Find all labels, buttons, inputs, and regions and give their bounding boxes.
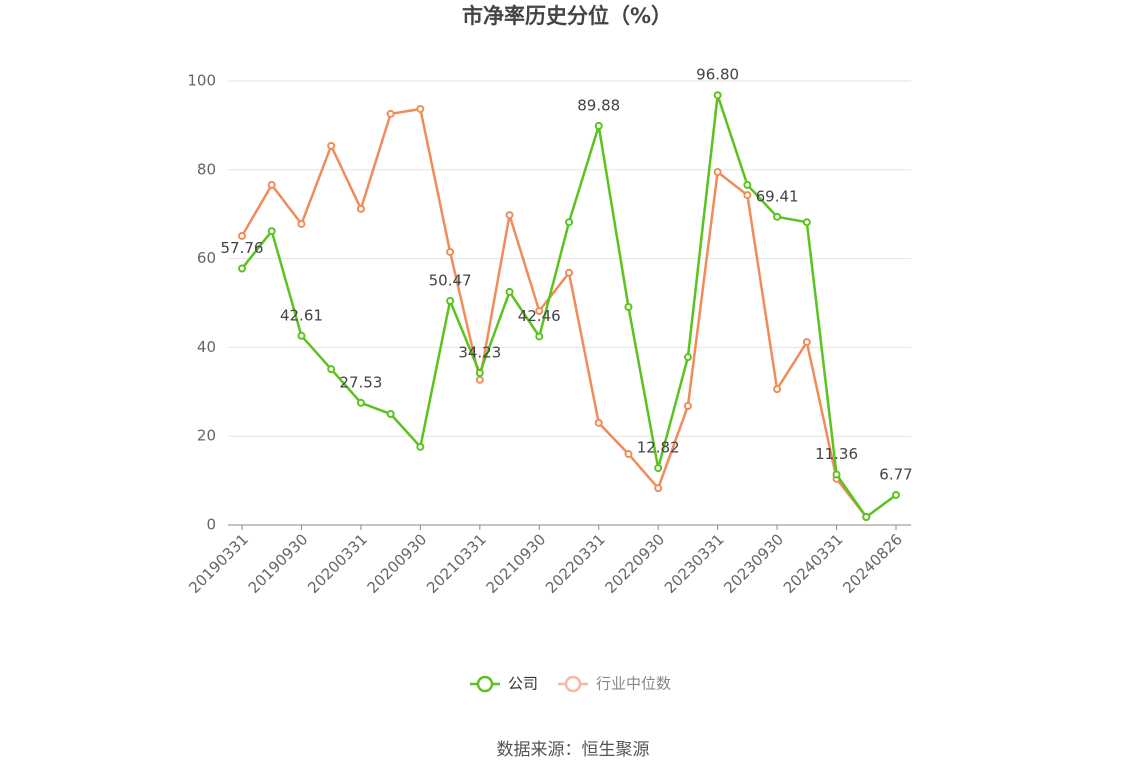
data-point: [862, 513, 871, 522]
data-point: [267, 227, 276, 236]
data-point: [535, 306, 544, 315]
series-line: [241, 94, 897, 519]
data-label: 69.41: [756, 187, 799, 205]
data-point: [297, 219, 306, 228]
source: 数据来源：恒生聚源: [497, 740, 650, 760]
data-point: [356, 398, 365, 407]
data-point: [743, 191, 752, 200]
legend-marker: [564, 675, 582, 693]
y-tick-label: 100: [187, 72, 216, 90]
y-tick-label: 80: [197, 160, 216, 178]
data-point: [654, 484, 663, 493]
data-label: 57.76: [221, 239, 264, 257]
data-point: [297, 331, 306, 340]
data-point: [594, 418, 603, 427]
x-tick-label: 20190331: [185, 530, 252, 597]
data-point: [713, 168, 722, 177]
data-point: [565, 268, 573, 277]
data-point: [416, 442, 425, 451]
x-tick-label: 20220930: [601, 530, 668, 597]
data-label: 6.77: [879, 465, 912, 483]
data-point: [654, 464, 663, 473]
chart-title: 市净率历史分位（%）: [462, 4, 672, 28]
data-label: 50.47: [429, 271, 472, 289]
data-label: 42.46: [518, 307, 561, 325]
data-point: [713, 91, 722, 100]
x-tick-label: 20240826: [839, 530, 906, 597]
data-point: [773, 385, 782, 394]
x-tick-label: 20200930: [364, 530, 431, 597]
data-point: [267, 180, 276, 189]
data-point: [475, 375, 484, 384]
x-tick-label: 20210930: [483, 530, 550, 597]
data-point: [683, 402, 692, 411]
data-point: [624, 302, 633, 311]
data-label: 27.53: [339, 373, 382, 391]
data-point: [446, 296, 455, 305]
x-tick-label: 20240331: [780, 530, 847, 597]
data-label: 11.36: [815, 445, 858, 463]
legend-label: 行业中位数: [596, 675, 671, 693]
x-tick-label: 20200331: [304, 530, 371, 597]
data-point: [416, 104, 425, 113]
data-point: [505, 287, 514, 296]
data-point: [386, 410, 395, 418]
data-label: 89.88: [577, 96, 620, 114]
data-point: [565, 218, 573, 227]
data-point: [535, 332, 544, 341]
y-tick-label: 40: [197, 338, 216, 356]
y-tick-label: 0: [206, 516, 216, 534]
data-point: [327, 141, 336, 150]
data-point: [624, 449, 633, 458]
data-point: [238, 264, 246, 273]
data-point: [238, 231, 246, 240]
legend-label: 公司: [508, 675, 538, 693]
data-point: [832, 470, 841, 479]
data-point: [327, 365, 336, 374]
data-point: [446, 247, 455, 256]
x-tick-label: 20190930: [245, 530, 312, 597]
y-tick-label: 60: [197, 249, 216, 267]
data-point: [802, 218, 811, 227]
data-point: [386, 109, 395, 118]
x-tick-label: 20220331: [542, 530, 609, 597]
data-point: [743, 180, 752, 189]
x-tick-label: 20230930: [720, 530, 787, 597]
data-point: [475, 369, 484, 378]
data-label: 12.82: [637, 439, 680, 457]
data-point: [594, 121, 603, 130]
data-point: [802, 338, 811, 347]
data-label: 34.23: [458, 344, 501, 362]
x-tick-label: 20210331: [423, 530, 490, 597]
data-point: [356, 204, 365, 213]
data-point: [773, 212, 782, 221]
data-label: 42.61: [280, 306, 323, 324]
data-point: [505, 211, 514, 220]
data-point: [892, 490, 900, 499]
legend-marker: [476, 675, 494, 693]
data-label: 96.80: [696, 66, 739, 84]
data-point: [683, 353, 692, 362]
series-line: [240, 107, 868, 518]
x-tick-label: 20230331: [661, 530, 728, 597]
y-tick-label: 20: [197, 427, 216, 445]
